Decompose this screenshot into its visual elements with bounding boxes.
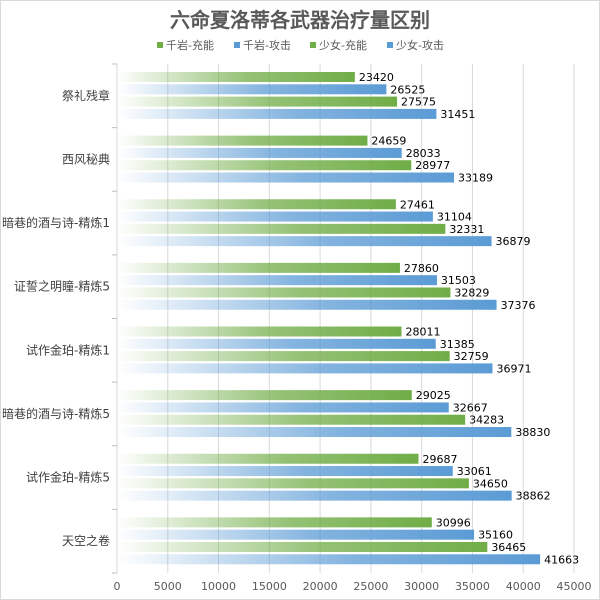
x-tick-label: 0	[114, 580, 121, 593]
legend-swatch-3	[310, 42, 316, 48]
bar-2-7	[117, 466, 453, 477]
x-tick-label: 20000	[303, 580, 338, 593]
bar-2-4	[117, 275, 437, 286]
category-label: 试作金珀-精炼5	[26, 470, 110, 485]
bar-4-8	[117, 554, 541, 565]
bar-4-6	[117, 427, 512, 438]
data-label: 32331	[449, 223, 484, 236]
data-label: 23420	[359, 71, 394, 84]
category-label: 天空之卷	[62, 533, 110, 548]
data-label: 32667	[453, 401, 488, 414]
category-label: 西风秘典	[62, 152, 110, 166]
legend-swatch-2	[234, 42, 240, 48]
legend-swatch-4	[387, 42, 393, 48]
data-label: 36879	[496, 235, 531, 248]
bar-1-6	[117, 390, 412, 401]
x-tick-label: 10000	[201, 580, 236, 593]
bar-1-7	[117, 453, 419, 464]
data-label: 30996	[436, 516, 471, 529]
data-label: 35160	[478, 529, 513, 542]
legend-label-3: 少女-充能	[319, 38, 367, 52]
data-label: 33061	[457, 465, 492, 478]
data-label: 34650	[473, 477, 508, 490]
x-axis-ticks: 0 5000 10000 15000 20000 25000 30000 35000 40000…	[114, 580, 592, 593]
data-label: 31385	[440, 338, 475, 351]
bar-2-3	[117, 211, 433, 222]
data-label: 33189	[458, 172, 493, 185]
data-label: 31503	[441, 274, 476, 287]
x-tick-label: 5000	[154, 580, 182, 593]
bar-2-8	[117, 529, 475, 540]
data-label: 28011	[405, 326, 440, 339]
bar-4-7	[117, 490, 512, 501]
data-label: 38862	[516, 490, 551, 503]
x-tick-label: 25000	[353, 580, 388, 593]
data-label: 27461	[400, 198, 435, 211]
data-label: 28033	[406, 147, 441, 160]
bar-2-2	[117, 147, 402, 158]
bar-3-1	[117, 96, 398, 107]
bar-3-2	[117, 160, 412, 171]
data-label: 36465	[491, 541, 526, 554]
data-label: 29025	[416, 389, 451, 402]
category-label: 暗巷的酒与诗-精炼5	[2, 406, 110, 421]
x-tick-label: 30000	[404, 580, 439, 593]
bars	[117, 72, 541, 565]
x-tick-label: 45000	[557, 580, 592, 593]
bar-3-7	[117, 478, 469, 489]
x-tick-label: 40000	[506, 580, 541, 593]
bar-4-1	[117, 108, 437, 119]
legend-label-4: 少女-攻击	[396, 38, 444, 52]
category-label: 试作金珀-精炼1	[26, 342, 110, 357]
data-label: 31451	[440, 108, 475, 121]
bar-1-8	[117, 517, 432, 528]
data-label: 27860	[404, 262, 439, 275]
data-label: 24659	[371, 135, 406, 148]
bar-3-6	[117, 414, 466, 425]
data-label: 37376	[501, 299, 536, 312]
chart-title: 六命夏洛蒂各武器治疗量区别	[170, 8, 430, 32]
data-label: 29687	[422, 453, 457, 466]
data-label: 32829	[454, 286, 489, 299]
data-label: 26525	[390, 83, 425, 96]
data-label: 38830	[515, 426, 550, 439]
legend: 千岩-充能 千岩-攻击 少女-充能 少女-攻击	[157, 38, 444, 52]
category-label: 祭礼残章	[62, 88, 110, 103]
data-label: 32759	[454, 350, 489, 363]
bar-1-5	[117, 326, 402, 337]
bar-4-2	[117, 172, 455, 183]
bar-1-1	[117, 72, 355, 82]
bar-1-2	[117, 135, 368, 146]
data-label: 41663	[544, 553, 579, 566]
bar-2-6	[117, 402, 449, 413]
data-label: 31104	[437, 211, 472, 224]
data-label: 34283	[469, 414, 504, 427]
bar-3-5	[117, 351, 450, 362]
data-label: 28977	[415, 159, 450, 172]
bar-2-1	[117, 84, 387, 95]
category-label: 证誓之明瞳-精炼5	[14, 279, 110, 294]
bar-4-5	[117, 363, 493, 374]
legend-label-1: 千岩-充能	[166, 38, 214, 52]
x-tick-label: 35000	[455, 580, 490, 593]
bar-3-3	[117, 223, 446, 234]
data-label: 27575	[401, 96, 436, 109]
data-label: 36971	[496, 362, 531, 375]
bar-1-4	[117, 262, 400, 273]
category-label: 暗巷的酒与诗-精炼1	[2, 215, 110, 230]
bar-2-5	[117, 338, 436, 349]
x-tick-label: 15000	[252, 580, 287, 593]
legend-swatch-1	[157, 42, 163, 48]
bar-1-3	[117, 199, 396, 210]
bar-4-3	[117, 236, 492, 247]
bar-4-4	[117, 299, 497, 310]
bar-3-8	[117, 541, 488, 552]
legend-label-2: 千岩-攻击	[243, 38, 291, 52]
bar-3-4	[117, 287, 451, 298]
